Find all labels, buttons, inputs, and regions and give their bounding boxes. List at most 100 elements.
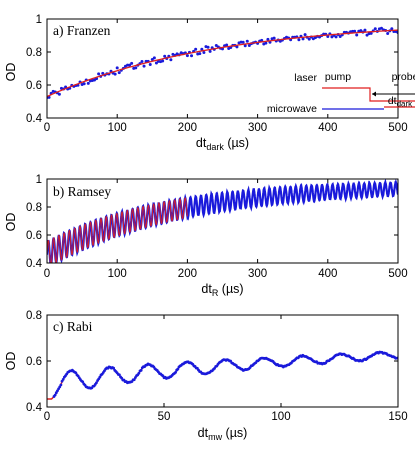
x-tick-label: 500 <box>388 122 407 134</box>
data-point <box>379 26 383 30</box>
panel-1: 0 100 200 300 400 500 0.4 0.6 0.8 1 OD dtdark (µs) a… <box>4 14 408 152</box>
data-point <box>117 373 121 377</box>
data-point <box>101 71 105 75</box>
microwave-label: microwave <box>267 103 317 115</box>
panel-title: b) Ramsey <box>53 184 111 199</box>
data-point <box>241 40 245 44</box>
data-point <box>243 44 247 48</box>
data-point <box>128 63 132 67</box>
x-tick-label: 0 <box>44 122 50 134</box>
probe-label: probe <box>392 71 415 83</box>
data-point <box>264 41 268 45</box>
plot-area <box>47 350 398 400</box>
data-point <box>185 54 189 58</box>
fit-line <box>47 29 398 98</box>
panel-title: c) Rabi <box>53 319 93 334</box>
y-tick-label: 0.4 <box>26 258 43 270</box>
x-tick-label: 300 <box>248 122 267 134</box>
data-point <box>169 58 173 62</box>
data-point <box>117 71 121 75</box>
data-point <box>200 47 204 51</box>
y-tick-label: 1 <box>36 174 42 186</box>
data-point <box>174 370 177 374</box>
y-tick-label: 0.8 <box>26 47 42 59</box>
data-point <box>139 368 143 372</box>
data-point <box>202 50 206 54</box>
data-point <box>61 377 65 381</box>
data-point <box>98 375 102 379</box>
data-point <box>245 39 249 43</box>
x-tick-label: 200 <box>178 122 197 134</box>
data-point <box>198 52 202 56</box>
x-axis-label: dtdark (µs) <box>196 136 249 152</box>
x-tick-label: 100 <box>271 411 290 423</box>
data-point <box>334 35 338 39</box>
data-point <box>97 72 101 76</box>
x-tick-label: 100 <box>108 268 127 280</box>
data-point <box>95 381 98 385</box>
y-tick-label: 0.8 <box>26 310 42 322</box>
data-point <box>154 61 158 65</box>
data-point <box>247 44 251 48</box>
data-point <box>359 29 363 33</box>
data-point <box>330 35 334 39</box>
data-point <box>86 81 90 85</box>
data-point <box>115 66 119 70</box>
data-point <box>163 54 167 58</box>
data-point <box>148 63 152 67</box>
data-point <box>303 33 307 37</box>
y-tick-label: 1 <box>36 14 42 26</box>
data-point <box>365 33 369 37</box>
x-tick-label: 0 <box>44 268 50 280</box>
fit-line <box>47 197 188 263</box>
pump-label: pump <box>325 71 351 83</box>
panel-2: 0 100 200 300 400 500 0.4 0.6 0.8 1 OD dtR (µs) b) R… <box>4 174 408 298</box>
data-point <box>142 64 146 68</box>
data-point <box>225 43 229 47</box>
data-point <box>266 37 270 41</box>
y-tick-label: 0.6 <box>26 80 42 92</box>
x-tick-label: 150 <box>388 411 407 423</box>
panel-3: 0 50 100 150 0.4 0.6 0.8 OD dtmw (µs) c) Rabi <box>4 310 408 442</box>
x-tick-label: 400 <box>318 268 337 280</box>
data-point <box>206 45 210 49</box>
y-tick-label: 0.6 <box>26 230 42 242</box>
data-point <box>208 49 212 53</box>
laser-sequence <box>322 87 415 108</box>
x-tick-label: 300 <box>248 268 267 280</box>
x-axis-label: dtmw (µs) <box>198 426 248 442</box>
x-axis-label: dtR (µs) <box>201 282 243 298</box>
data-point <box>112 366 116 370</box>
data-point <box>74 371 78 375</box>
axes-frame <box>46 314 399 408</box>
x-tick-label: 50 <box>158 411 171 423</box>
data-point <box>194 47 198 51</box>
data-point <box>130 61 134 65</box>
data-point <box>134 66 138 70</box>
y-tick-label: 0.4 <box>26 402 43 414</box>
pulse-sequence-inset-a: laser microwave pump probe dtdark <box>267 71 415 115</box>
data-point <box>301 37 305 41</box>
data-point <box>57 92 61 96</box>
plot-area <box>47 26 398 99</box>
x-tick-label: 0 <box>44 411 50 423</box>
y-tick-label: 0.6 <box>26 356 42 368</box>
data-point <box>161 59 165 63</box>
data-point <box>152 56 156 60</box>
data-point <box>140 60 144 64</box>
panel-title: a) Franzen <box>53 23 111 38</box>
data-point <box>353 29 357 33</box>
data-point <box>338 35 342 39</box>
data-point <box>272 36 276 40</box>
dt-label: dtdark <box>388 95 413 109</box>
data-point <box>150 58 154 62</box>
arrow-head <box>372 91 376 97</box>
data-point <box>82 82 86 86</box>
data-point <box>307 37 311 41</box>
data-point <box>59 383 63 387</box>
x-tick-label: 200 <box>178 268 197 280</box>
y-tick-label: 0.4 <box>26 113 43 125</box>
data-point <box>369 31 373 35</box>
data-point <box>363 28 367 32</box>
axes-frame <box>46 18 399 119</box>
